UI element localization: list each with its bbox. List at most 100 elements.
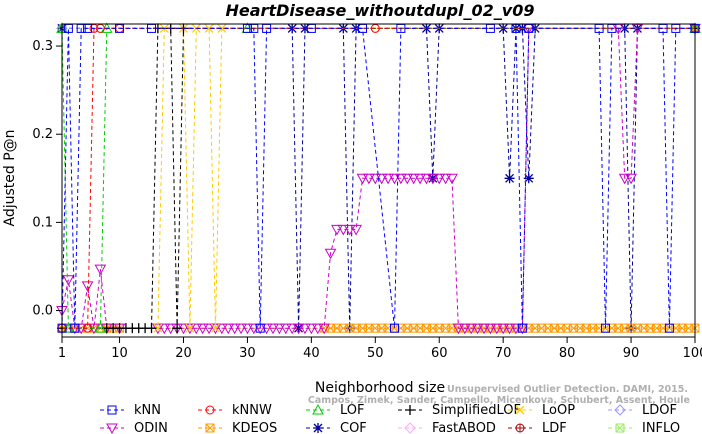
data-point	[369, 173, 382, 185]
series-knn	[57, 23, 700, 333]
legend-item-simplifiedlof: SimplifiedLOF	[398, 403, 521, 418]
legend-marker	[516, 424, 524, 432]
series-line	[62, 27, 695, 329]
data-point	[625, 173, 637, 185]
data-point	[401, 173, 414, 185]
data-point	[185, 323, 195, 333]
legend-item-ldof: LDOF	[608, 403, 677, 418]
data-point	[484, 323, 497, 335]
legend-label: FastABOD	[432, 421, 496, 434]
x-tick-label: 40	[303, 346, 320, 361]
data-point	[83, 323, 93, 333]
legend-label: KDEOS	[232, 421, 277, 434]
data-point	[311, 323, 324, 335]
data-point	[331, 224, 343, 236]
data-point	[407, 173, 420, 185]
data-point	[62, 275, 75, 286]
legend-item-knnw: kNNW	[198, 403, 272, 418]
credit-line-1: Unsupervised Outlier Detection. DAMI, 20…	[447, 384, 688, 395]
data-point	[204, 23, 214, 33]
legend-marker	[615, 423, 625, 433]
legend-marker	[405, 405, 415, 415]
legend-item-loop: LoOP	[508, 403, 575, 418]
chart-title: HeartDisease_withoutdupl_02_v09	[226, 1, 535, 20]
legend-marker	[614, 404, 626, 416]
data-point	[478, 323, 490, 335]
axes: 1 10 20 30 40 50 60 70 80 90 100 0.0 0.1 0.2 0.3	[32, 39, 702, 361]
legend-label: SimplifiedLOF	[432, 403, 521, 418]
data-point	[279, 323, 292, 335]
x-axis-label: Neighborhood size	[315, 380, 445, 396]
legend-label: kNNW	[232, 403, 272, 418]
data-point	[382, 173, 394, 185]
plot-frame	[61, 23, 696, 338]
data-point	[305, 323, 318, 335]
data-point	[337, 224, 350, 236]
x-tick-label: 100	[683, 346, 702, 361]
x-tick-label: 60	[431, 346, 448, 361]
data-point	[600, 323, 610, 333]
x-tick-label: 1	[58, 346, 66, 361]
data-point	[375, 173, 388, 185]
data-point	[490, 323, 503, 335]
data-point	[395, 173, 407, 185]
data-point	[292, 323, 305, 335]
legend-label: INFLO	[642, 421, 680, 434]
data-point	[664, 323, 674, 333]
data-point	[433, 173, 446, 185]
data-point	[503, 323, 516, 335]
legend-marker	[515, 405, 525, 415]
data-point	[458, 323, 471, 335]
data-point	[94, 264, 107, 276]
data-point	[324, 248, 337, 260]
data-point	[356, 173, 369, 185]
legend-label: LOF	[340, 403, 365, 418]
data-point	[217, 23, 227, 33]
data-point	[203, 323, 215, 335]
legend-item-inflo: INFLO	[608, 421, 680, 434]
legend-item-cof: COF	[306, 421, 367, 434]
data-point	[618, 173, 631, 185]
legend-marker	[312, 403, 324, 415]
legend: kNN kNNW LOF SimplifiedLOF LoOP LDOF ODIN KDEOS…	[100, 403, 680, 434]
data-point	[439, 173, 452, 185]
data-point	[497, 323, 510, 335]
y-tick-label: 0.2	[32, 127, 53, 142]
data-point	[523, 173, 534, 184]
legend-item-lof: LOF	[306, 403, 365, 418]
data-point	[426, 173, 439, 185]
data-point	[70, 323, 80, 333]
legend-item-ldf: LDF	[508, 421, 567, 434]
credit-line-2: Campos, Zimek, Sander, Campello, Micenko…	[308, 395, 690, 406]
data-point	[146, 323, 157, 334]
legend-item-odin: ODIN	[100, 421, 168, 434]
x-tick-label: 50	[367, 346, 384, 361]
legend-item-fastabod: FastABOD	[398, 421, 496, 434]
y-axis-label: Adjusted P@n	[2, 129, 18, 226]
data-point	[504, 173, 515, 184]
data-point	[414, 173, 426, 185]
x-tick-label: 20	[175, 346, 192, 361]
data-point	[172, 323, 183, 334]
data-point	[363, 173, 375, 185]
data-point	[471, 323, 484, 335]
legend-marker	[313, 423, 323, 433]
data-point	[446, 173, 458, 185]
data-point	[286, 323, 299, 335]
data-point	[235, 323, 247, 335]
legend-marker	[106, 423, 118, 434]
data-point	[158, 323, 171, 335]
data-point	[190, 323, 203, 335]
y-tick-label: 0.3	[32, 39, 53, 54]
legend-marker	[205, 423, 215, 433]
data-point	[94, 322, 107, 333]
x-tick-label: 80	[559, 346, 576, 361]
data-point	[452, 323, 465, 335]
y-tick-label: 0.1	[32, 215, 53, 230]
data-point	[420, 173, 433, 185]
data-point	[389, 323, 399, 333]
legend-label: COF	[340, 421, 367, 434]
legend-label: LDF	[542, 421, 567, 434]
data-point	[299, 323, 311, 335]
